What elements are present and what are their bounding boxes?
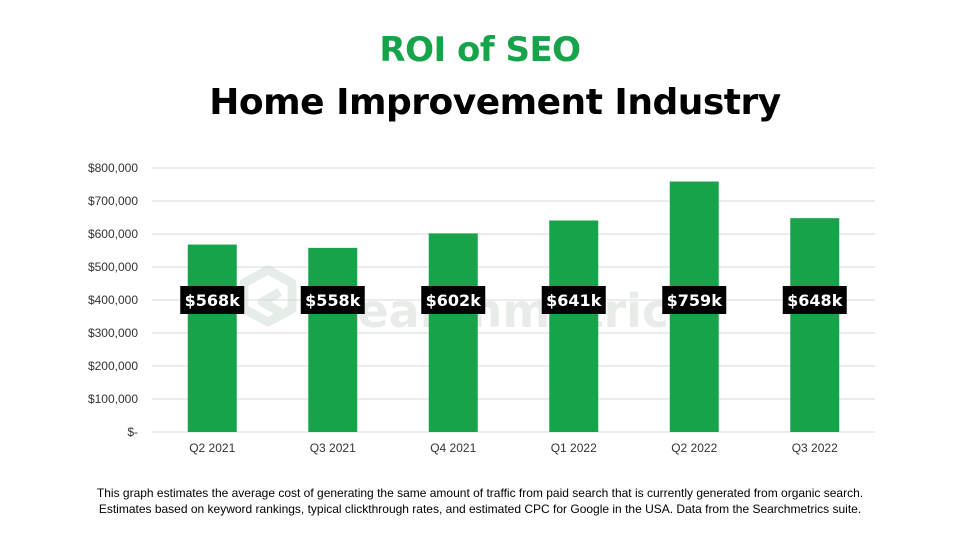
data-label-background <box>662 286 727 314</box>
data-label-text: $602k <box>426 291 482 310</box>
chart-title-accent: ROI of SEO <box>379 30 581 70</box>
data-label: $648k <box>782 286 847 314</box>
x-tick-label: Q1 2022 <box>551 441 597 455</box>
data-label-background <box>180 286 245 314</box>
y-tick-label: $300,000 <box>88 326 138 340</box>
data-label-text: $759k <box>667 291 723 310</box>
bar <box>428 233 478 432</box>
bar <box>308 247 358 432</box>
y-tick-label: $500,000 <box>88 260 138 274</box>
bar <box>790 218 840 432</box>
searchmetrics-logo-icon <box>239 265 297 327</box>
data-label-text: $558k <box>305 291 361 310</box>
data-label: $558k <box>300 286 365 314</box>
y-tick-label: $800,000 <box>88 161 138 175</box>
data-label-background <box>300 286 365 314</box>
data-label-text: $568k <box>185 291 241 310</box>
data-label-background <box>421 286 486 314</box>
data-label-background <box>541 286 606 314</box>
x-tick-label: Q2 2022 <box>671 441 717 455</box>
x-tick-label: Q4 2021 <box>430 441 476 455</box>
y-tick-label: $100,000 <box>88 392 138 406</box>
bar-chart: searchmetrics $- $100,000 $200,000 $300,000… <box>88 161 875 455</box>
data-label: $568k <box>180 286 245 314</box>
watermark-text: searchmetrics <box>330 284 697 338</box>
data-label-background <box>782 286 847 314</box>
y-tick-label: $- <box>127 425 138 439</box>
chart-title: Home Improvement Industry <box>209 82 781 123</box>
x-tick-label: Q3 2022 <box>792 441 838 455</box>
searchmetrics-watermark: searchmetrics <box>239 265 697 338</box>
data-label: $641k <box>541 286 606 314</box>
data-label-text: $648k <box>787 291 843 310</box>
y-tick-label: $400,000 <box>88 293 138 307</box>
x-tick-label: Q3 2021 <box>310 441 356 455</box>
data-label: $759k <box>662 286 727 314</box>
bar <box>549 220 599 432</box>
data-label-text: $641k <box>546 291 602 310</box>
data-label: $602k <box>421 286 486 314</box>
footnote-line-2: Estimates based on keyword rankings, typ… <box>98 502 862 516</box>
footnote-line-1: This graph estimates the average cost of… <box>96 486 864 500</box>
y-tick-label: $200,000 <box>88 359 138 373</box>
y-tick-label: $600,000 <box>88 227 138 241</box>
y-tick-label: $700,000 <box>88 194 138 208</box>
footnote: This graph estimates the average cost of… <box>0 485 960 517</box>
bar <box>187 244 237 432</box>
x-tick-label: Q2 2021 <box>189 441 235 455</box>
